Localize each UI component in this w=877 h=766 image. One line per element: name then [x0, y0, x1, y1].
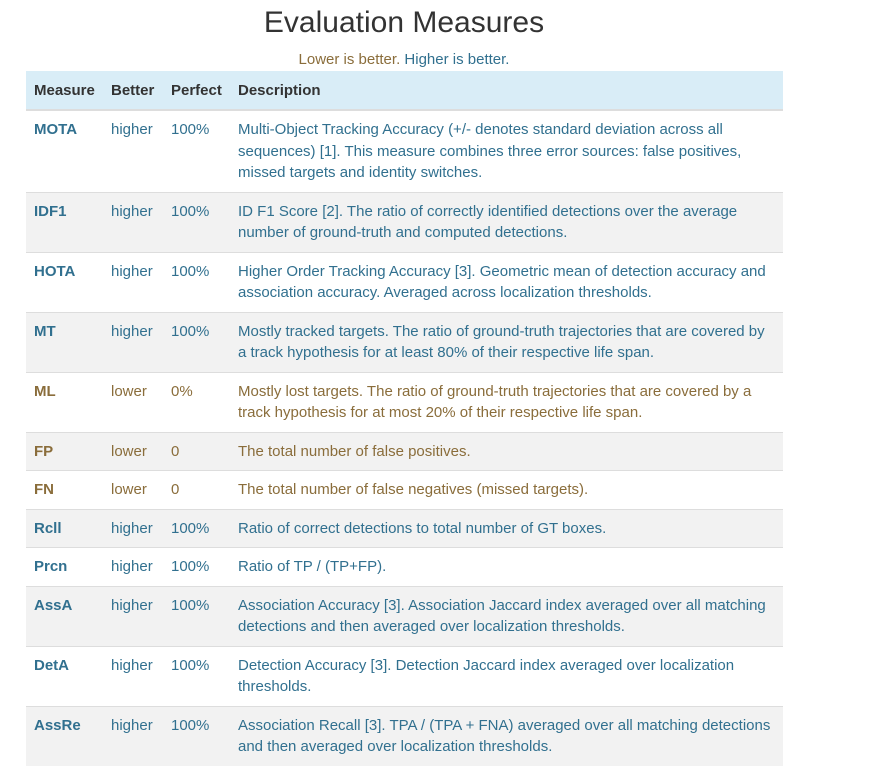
cell-description: ID F1 Score [2]. The ratio of correctly … [230, 191, 783, 252]
header-perfect: Perfect [163, 71, 230, 111]
cell-better: higher [103, 311, 163, 372]
cell-perfect: 0% [163, 371, 230, 432]
cell-description: Association Recall [3]. TPA / (TPA + FNA… [230, 705, 783, 766]
cell-perfect: 100% [163, 705, 230, 766]
table-row: AssA higher 100% Association Accuracy [3]. … [26, 585, 783, 646]
cell-measure: DetA [26, 645, 103, 706]
cell-measure: ML [26, 371, 103, 432]
cell-better: higher [103, 109, 163, 192]
measures-table: Measure Better Perfect Description MOTA h… [26, 71, 783, 766]
table-row: DetA higher 100% Detection Accuracy [3]. De… [26, 645, 783, 706]
cell-measure: AssA [26, 585, 103, 646]
table-header: Measure Better Perfect Description [26, 71, 783, 111]
legend-higher: Higher is better. [404, 51, 510, 68]
cell-description: The total number of false negatives (mis… [230, 470, 783, 509]
cell-perfect: 100% [163, 311, 230, 372]
cell-better: higher [103, 547, 163, 586]
cell-measure: Prcn [26, 547, 103, 586]
table-row: FP lower 0 The total number of false positi… [26, 431, 783, 471]
table-row: Rcll higher 100% Ratio of correct detection… [26, 508, 783, 548]
table-row: FN lower 0 The total number of false negati… [26, 470, 783, 509]
cell-description: Association Accuracy [3]. Association Ja… [230, 585, 783, 646]
legend-lower: Lower is better. [298, 51, 401, 68]
cell-measure: FP [26, 431, 103, 471]
header-description: Description [230, 71, 783, 111]
header-row: Measure Better Perfect Description [26, 71, 783, 111]
cell-perfect: 100% [163, 251, 230, 312]
cell-better: higher [103, 191, 163, 252]
cell-measure: IDF1 [26, 191, 103, 252]
table-row: MOTA higher 100% Multi-Object Tracking Accu… [26, 109, 783, 192]
table-row: ML lower 0% Mostly lost targets. The ratio … [26, 371, 783, 432]
cell-description: Multi-Object Tracking Accuracy (+/- deno… [230, 109, 783, 192]
cell-perfect: 100% [163, 508, 230, 548]
table-row: AssRe higher 100% Association Recall [3]. T… [26, 705, 783, 766]
cell-better: higher [103, 705, 163, 766]
cell-perfect: 100% [163, 547, 230, 586]
cell-better: lower [103, 431, 163, 471]
cell-better: higher [103, 585, 163, 646]
header-measure: Measure [26, 71, 103, 111]
cell-better: higher [103, 251, 163, 312]
cell-perfect: 0 [163, 431, 230, 471]
cell-perfect: 100% [163, 191, 230, 252]
cell-measure: MT [26, 311, 103, 372]
legend: Lower is better. Higher is better. [0, 51, 808, 69]
cell-better: lower [103, 371, 163, 432]
cell-description: Mostly tracked targets. The ratio of gro… [230, 311, 783, 372]
cell-perfect: 100% [163, 109, 230, 192]
page-title: Evaluation Measures [263, 6, 545, 39]
cell-description: The total number of false positives. [230, 431, 783, 471]
cell-perfect: 0 [163, 470, 230, 509]
cell-description: Mostly lost targets. The ratio of ground… [230, 371, 783, 432]
cell-description: Ratio of correct detections to total num… [230, 508, 783, 548]
cell-better: lower [103, 470, 163, 509]
header-better: Better [103, 71, 163, 111]
cell-measure: AssRe [26, 705, 103, 766]
table-body: MOTA higher 100% Multi-Object Tracking Accu… [26, 109, 783, 766]
table-row: IDF1 higher 100% ID F1 Score [2]. The ratio… [26, 191, 783, 252]
cell-measure: MOTA [26, 109, 103, 192]
table-row: HOTA higher 100% Higher Order Tracking Accu… [26, 251, 783, 312]
cell-measure: FN [26, 470, 103, 509]
table-row: Prcn higher 100% Ratio of TP / (TP+FP). [26, 547, 783, 586]
cell-description: Detection Accuracy [3]. Detection Jaccar… [230, 645, 783, 706]
cell-perfect: 100% [163, 585, 230, 646]
cell-description: Ratio of TP / (TP+FP). [230, 547, 783, 586]
cell-better: higher [103, 508, 163, 548]
cell-measure: Rcll [26, 508, 103, 548]
cell-description: Higher Order Tracking Accuracy [3]. Geom… [230, 251, 783, 312]
table-row: MT higher 100% Mostly tracked targets. The … [26, 311, 783, 372]
cell-measure: HOTA [26, 251, 103, 312]
cell-better: higher [103, 645, 163, 706]
cell-perfect: 100% [163, 645, 230, 706]
